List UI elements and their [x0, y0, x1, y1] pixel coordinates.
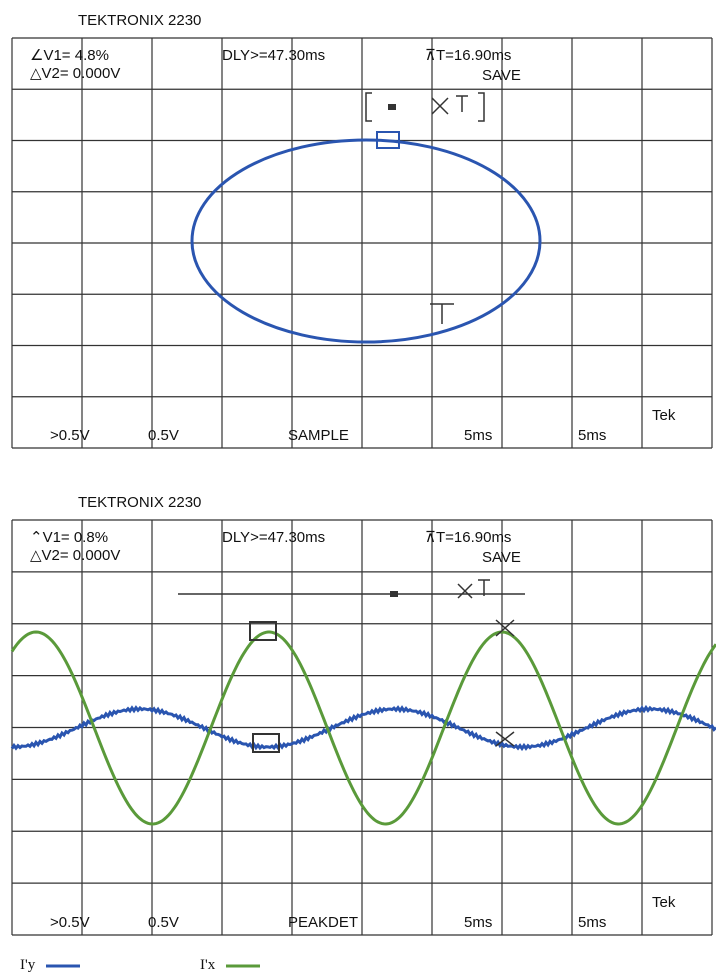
- bottom-readout: PEAKDET: [288, 914, 358, 931]
- readout-delay: DLY>=47.30ms: [222, 529, 325, 546]
- bottom-readout: 5ms: [578, 914, 606, 931]
- bottom-readout: 0.5V: [148, 914, 179, 931]
- readout-mode: SAVE: [482, 549, 521, 566]
- readout-v1: ⌃V1= 0.8%: [30, 529, 108, 546]
- cursor-marker: [253, 734, 279, 752]
- bottom-readout: >0.5V: [50, 427, 90, 444]
- bottom-readout: 0.5V: [148, 427, 179, 444]
- tek-label: Tek: [652, 894, 676, 911]
- readout-mode: SAVE: [482, 67, 521, 84]
- readout-v1: ∠V1= 4.8%: [30, 47, 109, 64]
- bottom-readout: 5ms: [464, 427, 492, 444]
- readout-dt: ⊼T=16.90ms: [425, 529, 511, 546]
- screen-grid: [12, 520, 712, 935]
- readout-delay: DLY>=47.30ms: [222, 47, 325, 64]
- readout-v2: △V2= 0.000V: [30, 65, 120, 82]
- bottom-readout: SAMPLE: [288, 427, 349, 444]
- cursor-bracket: [366, 93, 484, 324]
- bottom-readout: 5ms: [578, 427, 606, 444]
- scope-title: TEKTRONIX 2230: [78, 12, 201, 29]
- cursor-dot: [390, 591, 398, 597]
- screen-grid: [12, 38, 712, 448]
- lissajous-trace: [192, 140, 540, 342]
- cursor-dot: [388, 104, 396, 110]
- scope-title: TEKTRONIX 2230: [78, 494, 201, 511]
- cursor-x: [458, 580, 514, 746]
- bottom-readout: 5ms: [464, 914, 492, 931]
- readout-v2: △V2= 0.000V: [30, 547, 120, 564]
- legend-label: I'y: [20, 957, 36, 973]
- readout-dt: ⊼T=16.90ms: [425, 47, 511, 64]
- oscilloscope-figure: TEKTRONIX 2230∠V1= 4.8%△V2= 0.000VDLY>=4…: [0, 0, 716, 977]
- bottom-readout: >0.5V: [50, 914, 90, 931]
- cursor-x: [432, 96, 468, 114]
- legend-label: I'x: [200, 957, 216, 973]
- tek-label: Tek: [652, 407, 676, 424]
